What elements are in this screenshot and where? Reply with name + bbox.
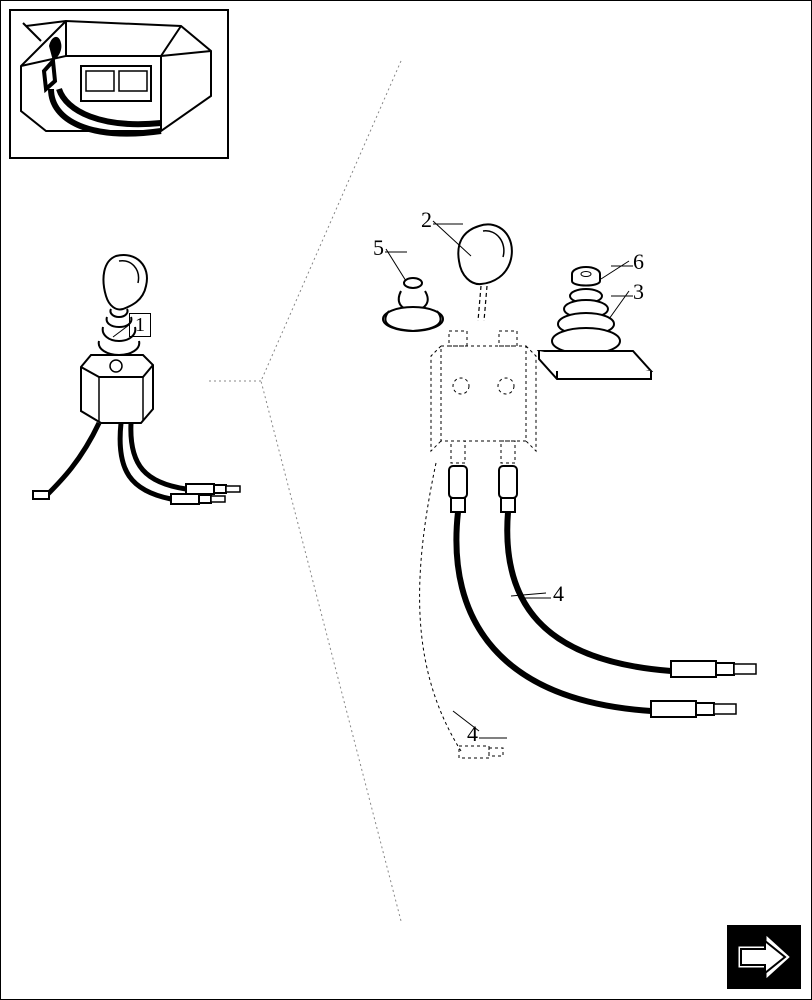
tick-4a (523, 591, 553, 605)
tick-2 (433, 217, 473, 231)
callout-4a: 4 (553, 581, 564, 607)
arrow-icon (729, 927, 799, 987)
tick-5 (385, 245, 415, 259)
next-page-icon[interactable] (727, 925, 801, 989)
tick-6 (611, 259, 635, 273)
tick-4b (479, 731, 509, 745)
callout-2: 2 (421, 207, 432, 233)
leader-1 (111, 319, 131, 339)
context-thumbnail (9, 9, 229, 159)
exploded-parts (351, 201, 781, 881)
callout-4b: 4 (467, 721, 478, 747)
part-valve-body-ref (431, 331, 536, 463)
part-knob (458, 224, 512, 321)
tick-3 (611, 289, 635, 303)
thumbnail-sketch (11, 11, 227, 157)
part-cables (420, 463, 756, 758)
cable-connectors (449, 466, 517, 512)
part-boot (383, 278, 443, 331)
callout-5: 5 (373, 235, 384, 261)
diagram-page: 1 2 5 6 3 4 4 (0, 0, 812, 1000)
callout-1: 1 (129, 311, 151, 337)
callout-1-text: 1 (129, 313, 151, 337)
